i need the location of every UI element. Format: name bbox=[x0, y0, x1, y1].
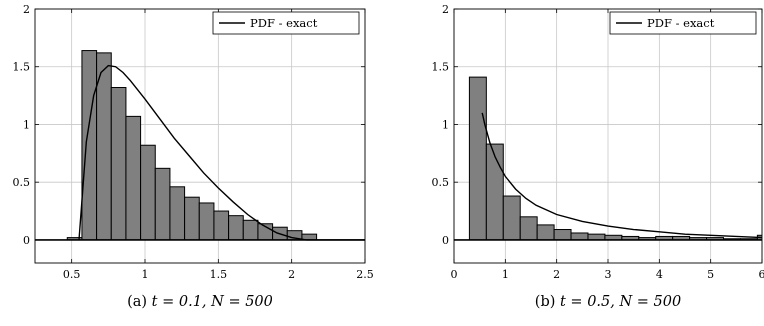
histogram-bar bbox=[536, 224, 555, 241]
pdf-exact-line bbox=[78, 64, 365, 241]
x-tick-label: 1 bbox=[142, 268, 149, 281]
histogram-bar bbox=[81, 50, 98, 241]
chart-2: 0 1 2 3 4 5 6 0 0.5 1 1.5 2 PDF - exact (b) t = 0.5, … bbox=[432, 3, 764, 310]
legend: PDF - exact bbox=[609, 11, 757, 35]
x-tick-label: 2 bbox=[288, 268, 295, 281]
x-tick-label: 4 bbox=[656, 268, 663, 281]
histogram-bar bbox=[468, 76, 487, 241]
chart-1: 0.5 1 1.5 2 2.5 0 0.5 1 1.5 2 PDF - exact (a) t = 0… bbox=[13, 3, 374, 310]
histogram-bar bbox=[519, 216, 538, 241]
x-tick-label: 3 bbox=[605, 268, 612, 281]
y-tick-label: 0 bbox=[23, 234, 30, 247]
pdf-exact-line bbox=[481, 112, 762, 239]
legend-entry: PDF - exact bbox=[647, 16, 715, 30]
histogram-bar bbox=[228, 215, 244, 241]
histogram-bar bbox=[485, 143, 504, 241]
y-tick-label: 0.5 bbox=[13, 176, 31, 189]
histogram-bar bbox=[154, 167, 171, 241]
histogram-bar bbox=[242, 219, 259, 241]
y-tick-label: 1.5 bbox=[432, 61, 450, 74]
plot-frame bbox=[34, 8, 366, 264]
x-tick-label: 2.5 bbox=[356, 268, 374, 281]
x-tick-label: 1.5 bbox=[210, 268, 228, 281]
histogram-bar bbox=[169, 186, 186, 241]
histogram-bar bbox=[570, 232, 589, 241]
x-tick-label: 2 bbox=[553, 268, 560, 281]
histogram-bar bbox=[213, 210, 230, 241]
histogram-bar bbox=[110, 87, 127, 241]
histogram-bar bbox=[198, 202, 215, 241]
x-tick-label: 0 bbox=[451, 268, 458, 281]
histogram-bar bbox=[553, 229, 572, 241]
histogram-bar bbox=[502, 195, 521, 241]
legend-entry: PDF - exact bbox=[250, 16, 318, 30]
x-tick-label: 1 bbox=[502, 268, 509, 281]
histogram-bar bbox=[587, 233, 606, 241]
histogram-bar bbox=[140, 144, 156, 241]
legend: PDF - exact bbox=[212, 11, 360, 35]
x-tick-label: 5 bbox=[707, 268, 714, 281]
x-tick-label: 0.5 bbox=[63, 268, 81, 281]
x-tick-label: 6 bbox=[759, 268, 764, 281]
y-tick-label: 1 bbox=[442, 118, 449, 131]
y-tick-label: 1 bbox=[23, 118, 30, 131]
y-tick-label: 0.5 bbox=[432, 176, 450, 189]
caption: (b) t = 0.5, N = 500 bbox=[535, 294, 681, 310]
y-tick-label: 2 bbox=[23, 3, 30, 16]
histogram-bar bbox=[125, 115, 142, 241]
y-tick-label: 0 bbox=[442, 234, 449, 247]
histogram-bar bbox=[184, 196, 200, 241]
caption: (a) t = 0.1, N = 500 bbox=[127, 294, 273, 310]
y-tick-label: 1.5 bbox=[13, 61, 31, 74]
y-tick-label: 2 bbox=[442, 3, 449, 16]
